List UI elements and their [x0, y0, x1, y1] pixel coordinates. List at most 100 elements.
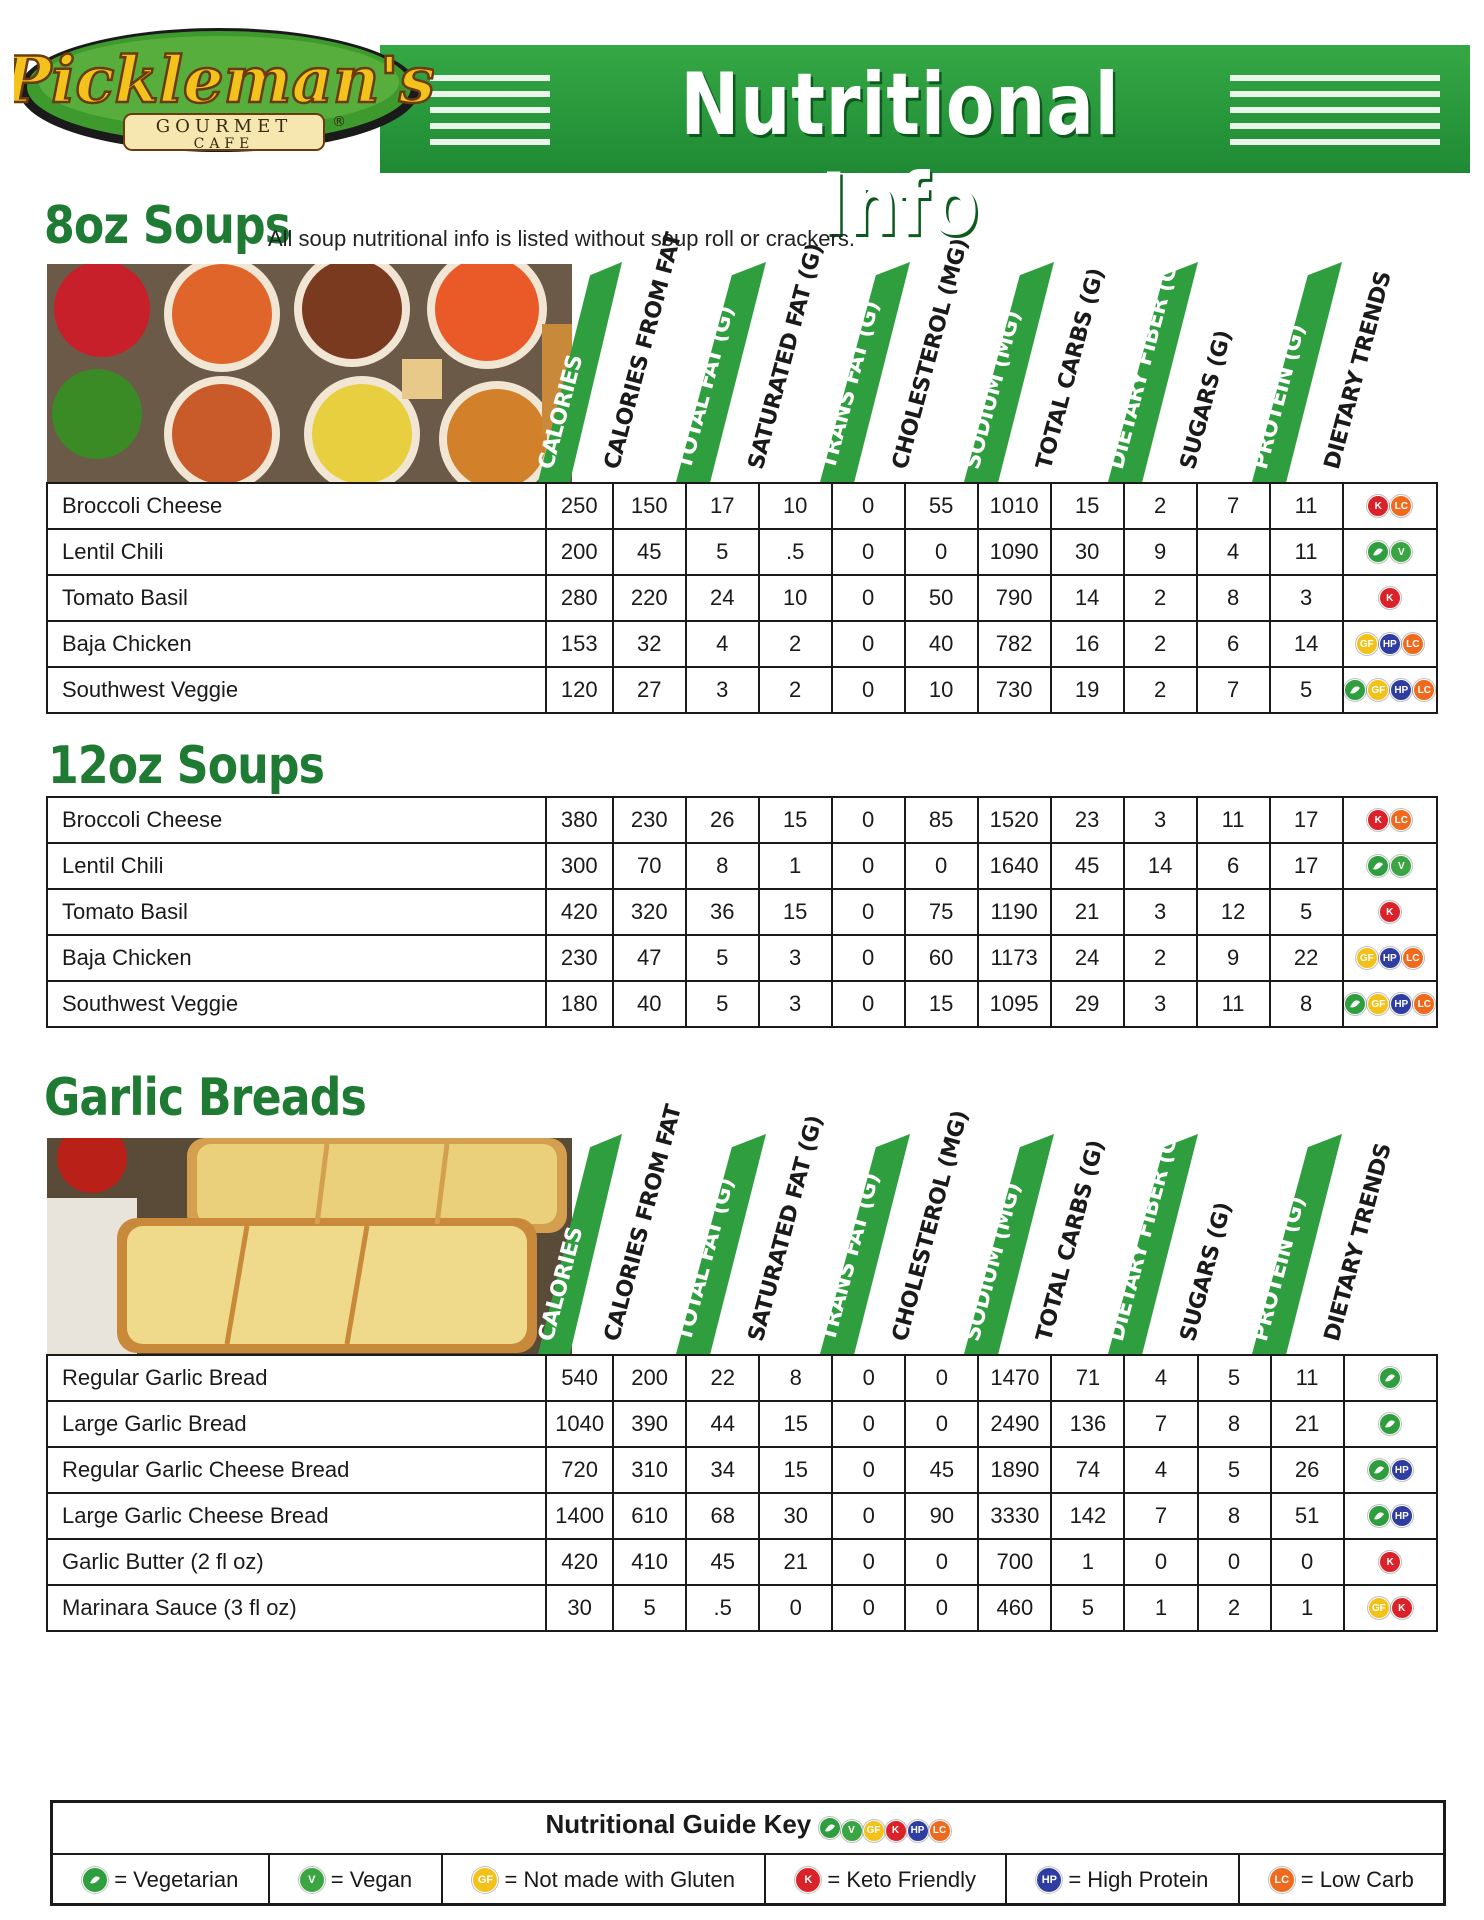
table-row: Southwest Veggie 120 27 3 2 0 10 730 19 2 7 5 GF HP LC — [46, 666, 1439, 714]
high-protein-icon: HP — [1390, 993, 1413, 1015]
nutrition-value: 153 — [544, 620, 614, 668]
nutrition-value: 1190 — [976, 888, 1052, 936]
vegetarian-icon — [82, 1867, 109, 1893]
key-item-label: = Vegetarian — [114, 1867, 239, 1892]
item-name: Baja Chicken — [46, 934, 547, 982]
garlic-bread-photo — [47, 1138, 572, 1356]
key-legend-row: = Vegetarian V = Vegan GF = Not made with Gl… — [53, 1853, 1443, 1905]
item-name: Large Garlic Cheese Bread — [45, 1492, 548, 1540]
vegan-icon: V — [298, 1867, 325, 1893]
column-header: CALORIES FROM FAT — [600, 230, 694, 482]
nutrition-value: 0 — [830, 980, 906, 1028]
nutrition-value: 0 — [830, 796, 906, 844]
nutrition-value: 220 — [611, 574, 687, 622]
nutrition-value: 17 — [1268, 842, 1344, 890]
nutrition-value: 0 — [831, 1584, 907, 1632]
keto-icon: K — [1378, 901, 1401, 923]
nutrition-value: 0 — [1196, 1538, 1272, 1586]
nutrition-value: 2490 — [977, 1400, 1053, 1448]
key-item: HP = High Protein — [1007, 1855, 1240, 1905]
vegan-icon: V — [1390, 541, 1413, 563]
picklemans-logo: Pickleman's GOURMET CAFE ® — [14, 28, 434, 152]
nutrition-value: 5 — [1268, 666, 1344, 714]
nutrition-value: 0 — [830, 482, 906, 530]
nutrition-value: 7 — [1123, 1492, 1199, 1540]
high-protein-icon: HP — [906, 1819, 929, 1842]
nutrition-value: 230 — [544, 934, 614, 982]
nutrition-value: 2 — [757, 666, 833, 714]
nutrition-value: 17 — [684, 482, 760, 530]
vegetarian-icon — [1367, 1459, 1390, 1481]
nutrition-value: 8 — [684, 842, 760, 890]
column-headers-breads: CALORIES CALORIES FROM FAT TOTAL FAT (G) SA… — [534, 1102, 1458, 1354]
key-item-label: = Not made with Gluten — [504, 1867, 735, 1892]
nutrition-value: 3 — [1122, 980, 1198, 1028]
key-item-label: = Low Carb — [1300, 1867, 1414, 1892]
nutrition-value: 3 — [757, 980, 833, 1028]
nutrition-value: 5 — [684, 934, 760, 982]
nutrition-value: 5 — [1196, 1354, 1272, 1402]
item-name: Southwest Veggie — [46, 666, 547, 714]
nutrition-value: 2 — [1122, 574, 1198, 622]
nutrition-value: 24 — [684, 574, 760, 622]
column-header: SATURATED FAT (G) — [744, 241, 838, 482]
column-header: CALORIES — [534, 1134, 622, 1354]
nutrition-value: 5 — [612, 1584, 688, 1632]
nutrition-value: 55 — [903, 482, 979, 530]
nutrition-value: 15 — [903, 980, 979, 1028]
table-row: Regular Garlic Bread 540 200 22 8 0 0 1470 71 4 5 1… — [45, 1354, 1439, 1402]
nutrition-value: 5 — [1050, 1584, 1126, 1632]
low-carb-icon: LC — [1401, 633, 1424, 655]
dietary-trends: GF HP LC — [1341, 980, 1439, 1028]
table-row: Tomato Basil 280 220 24 10 0 50 790 14 2 8 3 K — [46, 574, 1439, 622]
nutrition-value: 8 — [1196, 1400, 1272, 1448]
nutrition-value: 460 — [977, 1584, 1053, 1632]
nutrition-value: 0 — [758, 1584, 834, 1632]
table-row: Broccoli Cheese 380 230 26 15 0 85 1520 23 3 11 17 K… — [46, 796, 1439, 844]
banner-stripes-left — [430, 75, 550, 145]
nutrition-value: 1010 — [976, 482, 1052, 530]
nutrition-value: 200 — [612, 1354, 688, 1402]
column-header: SATURATED FAT (G) — [744, 1113, 838, 1354]
nutrition-value: 14 — [1268, 620, 1344, 668]
nutrition-value: 1 — [1050, 1538, 1126, 1586]
nutrition-value: 0 — [1269, 1538, 1345, 1586]
nutrition-value: 1 — [1269, 1584, 1345, 1632]
nutrition-value: 14 — [1122, 842, 1198, 890]
column-header: DIETARY FIBER (G) — [1104, 253, 1198, 482]
nutrition-value: 22 — [685, 1354, 761, 1402]
nutrition-value: 1095 — [976, 980, 1052, 1028]
dietary-trends: GF HP LC — [1341, 666, 1439, 714]
logo-registered: ® — [332, 114, 346, 130]
nutrition-value: 26 — [684, 796, 760, 844]
item-name: Southwest Veggie — [46, 980, 547, 1028]
low-carb-icon: LC — [928, 1819, 951, 1842]
column-header: CALORIES FROM FAT — [600, 1102, 694, 1354]
high-protein-icon: HP — [1390, 1505, 1413, 1527]
soup-photo — [47, 264, 572, 482]
table-row: Tomato Basil 420 320 36 15 0 75 1190 21 3 12 5 K — [46, 888, 1439, 936]
column-header: TRANS FAT (G) — [816, 1134, 910, 1354]
table-12oz-soups: Broccoli Cheese 380 230 26 15 0 85 1520 23 3 11 17 K… — [46, 796, 1439, 1028]
nutrition-value: 5 — [1196, 1446, 1272, 1494]
title-banner: Nutritional Info — [380, 45, 1470, 255]
nutrition-value: 0 — [904, 1538, 980, 1586]
nutrition-value: 45 — [904, 1446, 980, 1494]
dietary-trends: GF HP LC — [1341, 934, 1439, 982]
column-header: CHOLESTEROL (MG) — [888, 236, 982, 482]
nutrition-value: 1173 — [976, 934, 1052, 982]
nutrition-value: 11 — [1195, 796, 1271, 844]
nutrition-value: 0 — [830, 574, 906, 622]
nutrition-value: 7 — [1195, 666, 1271, 714]
nutrition-value: 11 — [1268, 528, 1344, 576]
vegan-icon: V — [1390, 855, 1413, 877]
nutrition-value: 15 — [758, 1446, 834, 1494]
high-protein-icon: HP — [1036, 1867, 1063, 1893]
nutrition-value: 70 — [611, 842, 687, 890]
nutrition-value: 19 — [1049, 666, 1125, 714]
nutrition-value: 4 — [1123, 1354, 1199, 1402]
nutrition-value: 60 — [903, 934, 979, 982]
table-row: Southwest Veggie 180 40 5 3 0 15 1095 29 3 11 8 GF HP… — [46, 980, 1439, 1028]
table-row: Baja Chicken 230 47 5 3 0 60 1173 24 2 9 22 GF HP LC — [46, 934, 1439, 982]
nutrition-value: 21 — [758, 1538, 834, 1586]
